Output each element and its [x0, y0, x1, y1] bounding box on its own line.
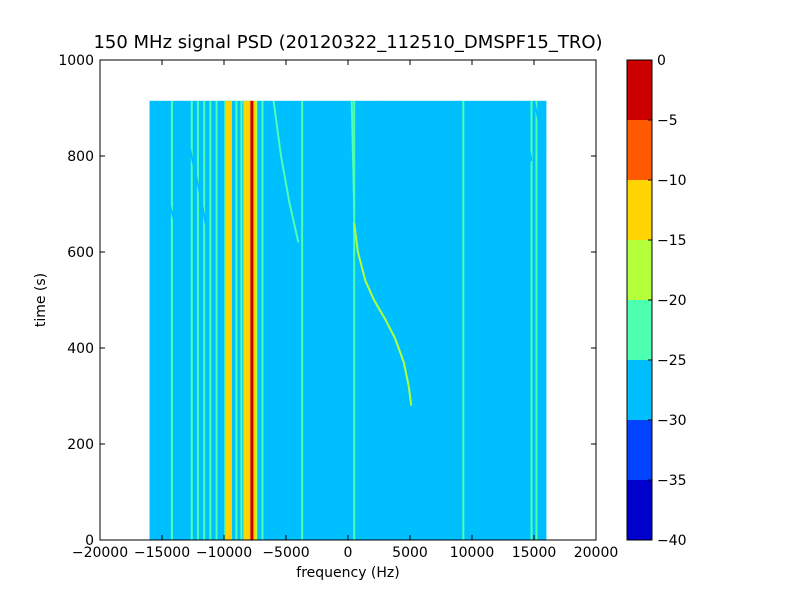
colorbar-tick-label: −40: [657, 533, 687, 549]
vertical-line: [158, 100, 161, 541]
colorbar-band: [627, 300, 652, 360]
colorbar-band: [627, 60, 652, 120]
vertical-line: [209, 100, 212, 541]
colorbar-tick-label: −10: [657, 173, 687, 189]
colorbar-bands: [627, 60, 652, 540]
vertical-line: [438, 100, 441, 541]
colorbar-tick-label: −35: [657, 473, 687, 489]
signal-trace: [518, 100, 533, 162]
vertical-line: [224, 100, 227, 541]
vertical-line: [227, 100, 230, 541]
colorbar-tick-label: −20: [657, 293, 687, 309]
x-axis: −20000 −15000 −10000 −5000 0 5000 10000 15000 20…: [72, 60, 618, 581]
colorbar-band: [627, 240, 652, 300]
vertical-line: [353, 100, 356, 541]
y-axis: 0 200 400 600 800 1000 time (s): [33, 53, 596, 549]
y-tick-label: 200: [67, 437, 94, 453]
vertical-line: [203, 100, 206, 541]
x-tick-label: 0: [344, 545, 353, 561]
colorbar: −40 −35 −30 −25 −20 −15 −10 −5 0: [626, 53, 687, 549]
colorbar-band: [627, 480, 652, 540]
vertical-line: [267, 100, 270, 541]
colorbar-tick-label: −5: [657, 113, 678, 129]
vertical-line: [170, 100, 173, 541]
signal-trace: [272, 100, 300, 243]
y-tick-label: 800: [67, 149, 94, 165]
vertical-line: [462, 100, 465, 541]
data-background: [149, 100, 547, 541]
x-tick-label: −10000: [196, 545, 252, 561]
chart-title: 150 MHz signal PSD (20120322_112510_DMSP…: [93, 32, 602, 53]
y-tick-label: 1000: [58, 53, 94, 69]
x-tick-label: 20000: [574, 545, 619, 561]
vertical-line: [245, 100, 248, 541]
x-tick-label: −5000: [262, 545, 309, 561]
vertical-line: [175, 100, 178, 541]
vertical-line: [235, 100, 238, 541]
signal-trace: [381, 100, 428, 229]
y-axis-label: time (s): [33, 273, 49, 327]
vertical-line: [250, 100, 254, 541]
drifting-traces: [149, 100, 547, 449]
vertical-line: [303, 100, 306, 541]
x-tick-label: 5000: [392, 545, 428, 561]
x-ticks: −20000 −15000 −10000 −5000 0 5000 10000 15000 20…: [72, 60, 618, 561]
y-tick-label: 0: [85, 533, 94, 549]
colorbar-tick-label: −30: [657, 413, 687, 429]
x-tick-label: −15000: [134, 545, 190, 561]
colorbar-ticks: −40 −35 −30 −25 −20 −15 −10 −5 0: [648, 53, 687, 549]
vertical-line: [301, 100, 304, 541]
signal-trace: [353, 223, 413, 406]
signal-trace: [401, 381, 411, 449]
x-tick-label: 15000: [512, 545, 557, 561]
vertical-line: [255, 100, 258, 541]
x-tick-label: 10000: [450, 545, 495, 561]
vertical-line: [240, 100, 243, 541]
vertical-line: [220, 100, 223, 541]
vertical-line: [535, 100, 538, 541]
colorbar-band: [627, 420, 652, 480]
y-tick-label: 400: [67, 341, 94, 357]
vertical-line: [530, 100, 533, 541]
colorbar-band: [627, 180, 652, 240]
vertical-line: [149, 100, 151, 541]
colorbar-band: [627, 120, 652, 180]
y-ticks: 0 200 400 600 800 1000: [58, 53, 596, 549]
vertical-line: [313, 100, 316, 541]
vertical-line: [261, 100, 264, 541]
signal-trace: [179, 100, 208, 229]
plot-area: [149, 100, 547, 541]
vertical-line: [215, 100, 218, 541]
y-tick-label: 600: [67, 245, 94, 261]
vertical-line: [196, 100, 199, 541]
colorbar-tick-label: −15: [657, 233, 687, 249]
colorbar-tick-label: 0: [657, 53, 666, 69]
signal-trace: [533, 100, 547, 147]
vertical-lines: [149, 100, 538, 541]
signal-trace: [149, 150, 189, 272]
vertical-line: [190, 100, 193, 541]
colorbar-tick-label: −25: [657, 353, 687, 369]
x-axis-label: frequency (Hz): [296, 565, 399, 581]
signal-trace: [350, 100, 356, 209]
x-tick-label: −20000: [72, 545, 128, 561]
colorbar-band: [627, 360, 652, 420]
